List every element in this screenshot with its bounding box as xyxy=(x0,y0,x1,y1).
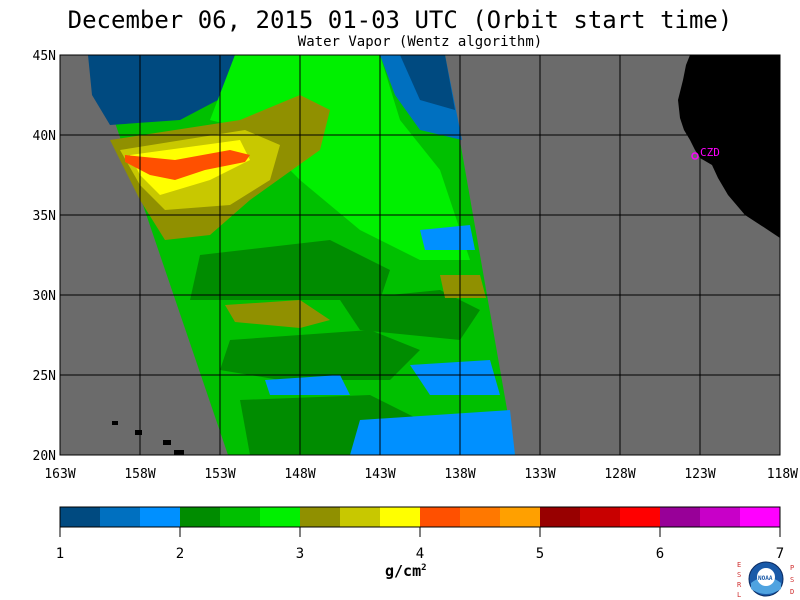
colorbar-swatch xyxy=(580,507,621,527)
colorbar-swatch xyxy=(220,507,261,527)
colorbar-swatch xyxy=(300,507,341,527)
logo-noaa-text: NOAA xyxy=(758,575,773,582)
map-grid xyxy=(60,55,780,455)
colorbar-swatch xyxy=(180,507,221,527)
logo-psd-text: D xyxy=(790,588,794,596)
logo-esrl-text: L xyxy=(737,591,741,599)
colorbar-swatch xyxy=(460,507,501,527)
latitude-labels: 45N 40N 35N 30N 25N 20N xyxy=(33,49,56,464)
latitude-label: 35N xyxy=(33,209,56,224)
latitude-label: 30N xyxy=(33,289,56,304)
colorbar-swatch xyxy=(140,507,181,527)
colorbar-swatch xyxy=(60,507,101,527)
longitude-labels: 163W 158W 153W 148W 143W 138W 133W 128W 123W 118W xyxy=(44,467,798,482)
colorbar xyxy=(59,506,781,528)
longitude-label: 133W xyxy=(524,467,555,482)
island-hawaii xyxy=(174,450,184,455)
chart-title: December 06, 2015 01-03 UTC (Orbit start… xyxy=(67,6,733,34)
colorbar-tick-label: 3 xyxy=(296,546,304,562)
colorbar-tick-label: 6 xyxy=(656,546,664,562)
longitude-label: 138W xyxy=(444,467,475,482)
colorbar-swatch xyxy=(420,507,461,527)
latitude-label: 45N xyxy=(33,49,56,64)
latitude-label: 40N xyxy=(33,129,56,144)
station-label: CZD xyxy=(700,146,720,159)
latitude-label: 25N xyxy=(33,369,56,384)
station-marker xyxy=(691,152,699,160)
colorbar-swatch xyxy=(620,507,661,527)
map-border xyxy=(59,54,781,456)
satellite-swath xyxy=(88,55,515,455)
colorbar-swatch xyxy=(540,507,581,527)
longitude-label: 118W xyxy=(767,467,798,482)
logo-esrl-text: E xyxy=(737,561,741,569)
colorbar-swatch xyxy=(100,507,141,527)
colorbar-tick-label: 4 xyxy=(416,546,424,562)
longitude-label: 143W xyxy=(364,467,395,482)
colorbar-swatch xyxy=(700,507,741,527)
colorbar-swatch xyxy=(260,507,301,527)
longitude-label: 128W xyxy=(604,467,635,482)
island-oahu xyxy=(135,430,142,435)
colorbar-tick-label: 5 xyxy=(536,546,544,562)
longitude-label: 158W xyxy=(124,467,155,482)
colorbar-tick-label: 2 xyxy=(176,546,184,562)
logo-esrl-text: R xyxy=(737,581,742,589)
latitude-label: 20N xyxy=(33,449,56,464)
island-maui xyxy=(163,440,171,445)
noaa-logo: E S R L P S D NOAA xyxy=(737,561,794,599)
colorbar-swatch xyxy=(380,507,421,527)
colorbar-swatch xyxy=(740,507,781,527)
longitude-label: 123W xyxy=(684,467,715,482)
longitude-label: 163W xyxy=(44,467,75,482)
logo-psd-text: P xyxy=(790,564,794,572)
island-kauai xyxy=(112,421,118,425)
land-california xyxy=(678,55,780,238)
colorbar-swatch xyxy=(340,507,381,527)
longitude-label: 153W xyxy=(204,467,235,482)
colorbar-swatch xyxy=(660,507,701,527)
logo-esrl-text: S xyxy=(737,571,741,579)
colorbar-tick-label: 7 xyxy=(776,546,784,562)
chart-subtitle: Water Vapor (Wentz algorithm) xyxy=(297,34,543,50)
longitude-label: 148W xyxy=(284,467,315,482)
colorbar-tick-label: 1 xyxy=(56,546,64,562)
logo-psd-text: S xyxy=(790,576,794,584)
colorbar-ticks: 1 2 3 4 5 6 7 xyxy=(56,527,784,562)
colorbar-swatch xyxy=(500,507,541,527)
colorbar-unit: g/cm2 xyxy=(385,562,427,580)
